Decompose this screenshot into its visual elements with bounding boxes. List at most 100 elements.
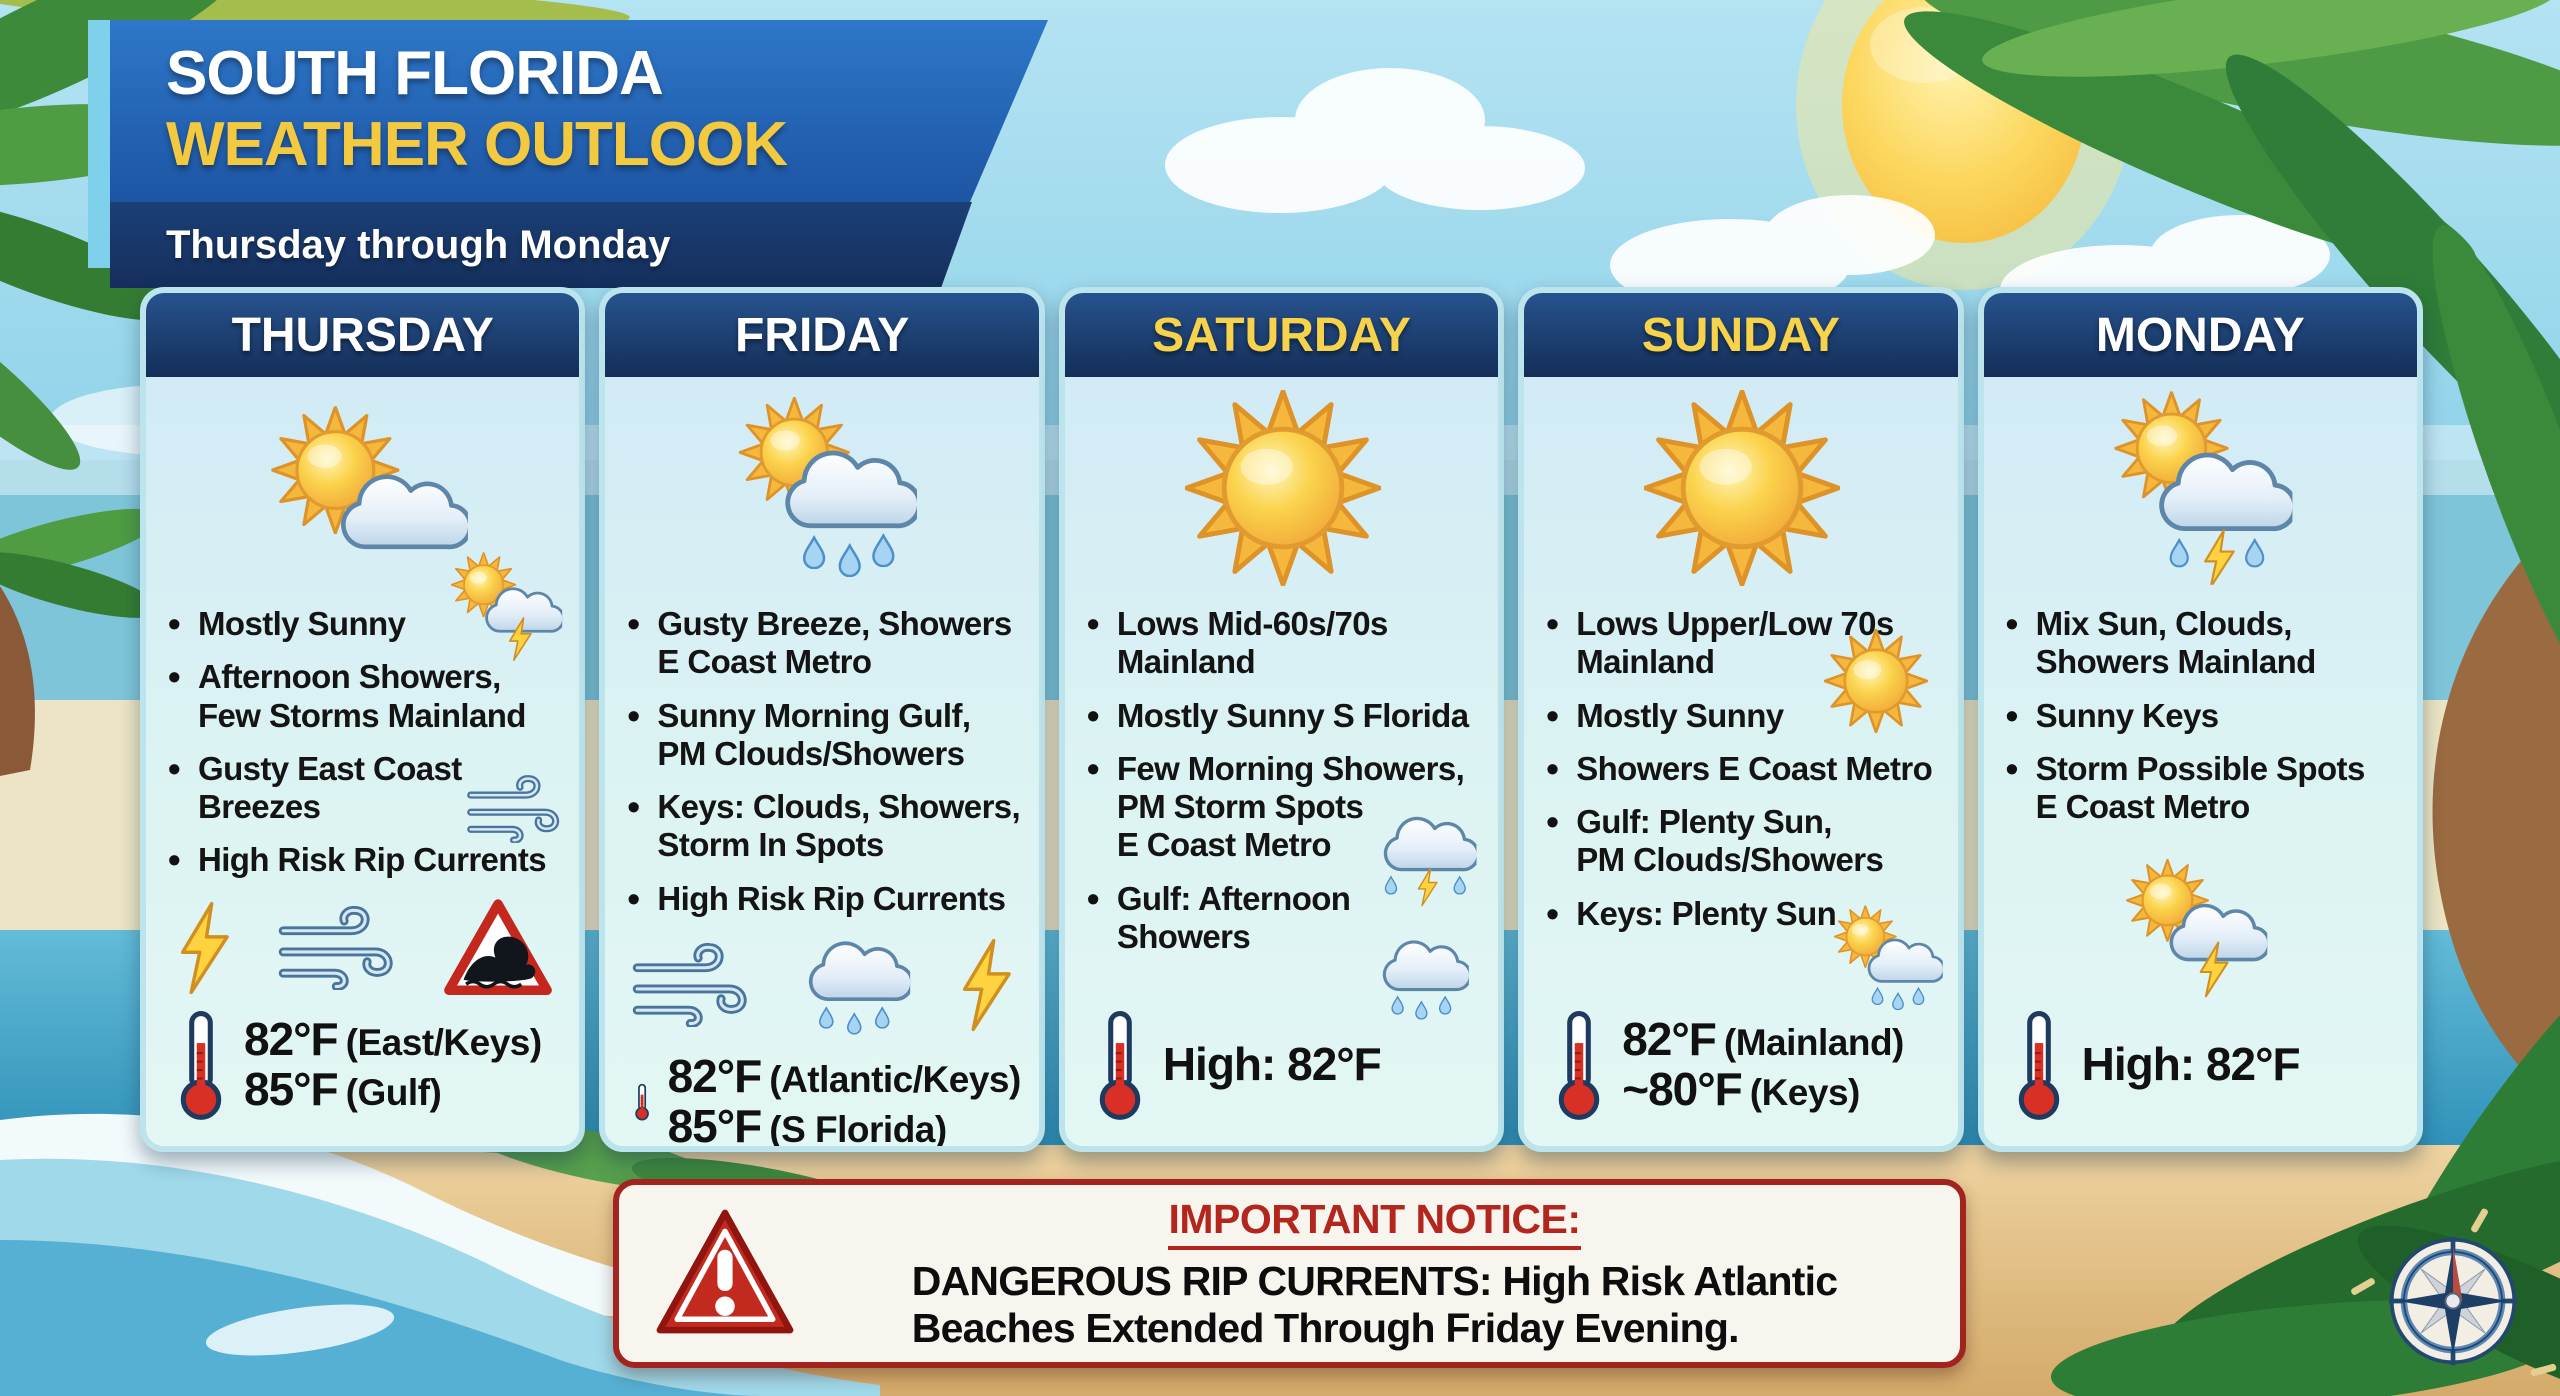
- card-header: SUNDAY: [1524, 293, 1958, 377]
- temp-value: ~80°F: [1622, 1063, 1743, 1115]
- bullet: Lows Upper/Low 70s Mainland: [1544, 603, 1939, 682]
- forecast-card-sunday: SUNDAY Lows Upper/Low 70s Mainland Mostl…: [1518, 287, 1964, 1152]
- warning-triangle-icon: [649, 1202, 801, 1346]
- card-body: Lows Upper/Low 70s Mainland Mostly Sunny…: [1524, 377, 1957, 1146]
- lightning-icon: [174, 901, 234, 995]
- bullet-list: Mix Sun, Clouds, Showers Mainland Sunny …: [2004, 603, 2399, 841]
- notice-text: IMPORTANT NOTICE: DANGEROUS RIP CURRENTS…: [829, 1196, 1920, 1351]
- temperature-row: 82°F (East/Keys) 85°F (Gulf): [166, 1006, 561, 1124]
- wind-icon: [465, 775, 565, 848]
- temperature-row: 82°F (Atlantic/Keys) 85°F (S Florida): [625, 1043, 1021, 1152]
- temp-value: 85°F: [244, 1063, 339, 1115]
- banner-main: SOUTH FLORIDA WEATHER OUTLOOK: [110, 20, 1048, 202]
- day-title: FRIDAY: [734, 308, 910, 362]
- card-body: Mix Sun, Clouds, Showers Mainland Sunny …: [1984, 377, 2417, 1146]
- bullet-list: Gusty Breeze, Showers E Coast Metro Sunn…: [625, 603, 1020, 933]
- temp-label: (S Florida): [769, 1108, 947, 1150]
- banner-subtitle-text: Thursday through Monday: [166, 222, 671, 267]
- temperature-row: High: 82°F: [1085, 1006, 1480, 1124]
- sun-behind-rain-cloud-icon: [625, 393, 1020, 583]
- bullet: Sunny Keys: [2004, 695, 2399, 737]
- bullet: Mostly Sunny: [1544, 695, 1939, 737]
- condition-icon-row: [166, 896, 561, 1000]
- temperature-row: 82°F (Mainland) ~80°F (Keys): [1544, 1006, 1939, 1124]
- bullet: Mostly Sunny: [166, 603, 561, 645]
- banner-accent-bar: [88, 20, 112, 268]
- bullet: Storm Possible Spots E Coast Metro: [2004, 748, 2399, 827]
- bullet: Gulf: Plenty Sun, PM Clouds/Showers: [1544, 801, 1939, 880]
- bullet: High Risk Rip Currents: [625, 878, 1020, 920]
- compass-rose-icon: [2387, 1235, 2519, 1367]
- wind-icon: [276, 906, 400, 990]
- bullet-list: Lows Mid-60s/70s Mainland Mostly Sunny S…: [1085, 603, 1480, 971]
- banner-title-line2: WEATHER OUTLOOK: [166, 110, 788, 179]
- notice-title: IMPORTANT NOTICE:: [1168, 1196, 1581, 1250]
- bullet: Keys: Plenty Sun: [1544, 893, 1939, 935]
- bullet: Sunny Morning Gulf, PM Clouds/Showers: [625, 695, 1020, 774]
- bullet: Lows Mid-60s/70s Mainland: [1085, 603, 1480, 682]
- forecast-card-thursday: THURSDAY Mostly Sunny Afternoon Showers,…: [140, 287, 586, 1152]
- rain-cloud-icon: [796, 933, 914, 1036]
- card-header: THURSDAY: [146, 293, 580, 377]
- card-body: Gusty Breeze, Showers E Coast Metro Sunn…: [605, 377, 1038, 1152]
- temp-value: High: 82°F: [2081, 1038, 2301, 1091]
- bullet: Few Morning Showers, PM Storm Spots E Co…: [1085, 748, 1480, 865]
- bullet: Gusty Breeze, Showers E Coast Metro: [625, 603, 1020, 682]
- rip-current-warning-icon: [442, 897, 554, 999]
- rain-cloud-icon: [1372, 933, 1472, 1026]
- day-title: SATURDAY: [1152, 308, 1411, 362]
- bullet: Showers E Coast Metro: [1544, 748, 1939, 790]
- temp-label: (East/Keys): [345, 1022, 543, 1064]
- day-title: SUNDAY: [1641, 308, 1841, 362]
- important-notice-box: IMPORTANT NOTICE: DANGEROUS RIP CURRENTS…: [613, 1179, 1966, 1368]
- sun-icon: [1544, 393, 1939, 583]
- thermometer-icon: [1093, 1006, 1147, 1124]
- banner-subtitle: Thursday through Monday: [110, 202, 972, 288]
- card-header: MONDAY: [1983, 293, 2418, 377]
- temp-label: (Atlantic/Keys): [769, 1059, 1021, 1101]
- card-header: SATURDAY: [1064, 293, 1499, 377]
- forecast-card-saturday: SATURDAY Lows Mid-60s/70s Mainland Mostl…: [1058, 287, 1505, 1152]
- thermometer-icon: [1552, 1006, 1606, 1124]
- bullet: High Risk Rip Currents: [166, 839, 561, 881]
- temp-value: 82°F: [1622, 1013, 1717, 1066]
- thermometer-icon: [633, 1043, 651, 1152]
- day-title: THURSDAY: [231, 308, 494, 362]
- bullet-list: Lows Upper/Low 70s Mainland Mostly Sunny…: [1544, 603, 1939, 948]
- temperature-row: High: 82°F: [2004, 1006, 2399, 1124]
- temp-label: (Gulf): [345, 1072, 442, 1113]
- palm-tree-icon: [1904, 0, 2560, 1110]
- notice-line: DANGEROUS RIP CURRENTS: High Risk Atlant…: [911, 1257, 1838, 1304]
- bullet: Mix Sun, Clouds, Showers Mainland: [2004, 603, 2399, 682]
- notice-line: Beaches Extended Through Friday Evening.: [911, 1304, 1740, 1351]
- sun-icon: [1824, 629, 1928, 738]
- sun-shower-icon: [1834, 905, 1946, 1016]
- bullet: Mostly Sunny S Florida: [1085, 695, 1480, 737]
- temp-value: 85°F: [667, 1099, 763, 1152]
- thermometer-icon: [174, 1006, 228, 1124]
- temp-value: 82°F: [667, 1050, 763, 1103]
- day-title: MONDAY: [2095, 308, 2305, 362]
- card-body: Lows Mid-60s/70s Mainland Mostly Sunny S…: [1065, 377, 1498, 1146]
- sun-icon: [1085, 393, 1480, 583]
- forecast-card-monday: MONDAY Mix Sun, Clouds, Showers Mainland…: [1977, 287, 2424, 1152]
- temp-value: High: 82°F: [1162, 1038, 1382, 1091]
- sun-behind-storm-cloud-icon: [2004, 393, 2399, 583]
- bullet: Gusty East Coast Breezes: [166, 748, 561, 827]
- sun-storm-icon: [2004, 859, 2399, 1001]
- storm-cloud-icon: [1372, 807, 1480, 913]
- forecast-cards: THURSDAY Mostly Sunny Afternoon Showers,…: [140, 287, 2424, 1152]
- card-body: Mostly Sunny Afternoon Showers, Few Stor…: [146, 377, 579, 1146]
- banner-title-line1: SOUTH FLORIDA: [166, 39, 663, 108]
- bullet-list: Mostly Sunny Afternoon Showers, Few Stor…: [166, 603, 561, 895]
- condition-icon-row: [625, 933, 1020, 1037]
- lightning-icon: [956, 938, 1016, 1032]
- card-header: FRIDAY: [605, 293, 1039, 377]
- bullet: Keys: Clouds, Showers, Storm In Spots: [625, 786, 1020, 865]
- forecast-card-friday: FRIDAY Gusty Breeze, Showers E Coast Met…: [599, 287, 1045, 1152]
- temp-value: 82°F: [244, 1013, 339, 1066]
- bullet: Afternoon Showers, Few Storms Mainland: [166, 656, 561, 735]
- temp-label: (Keys): [1749, 1072, 1861, 1113]
- thermometer-icon: [2012, 1006, 2066, 1124]
